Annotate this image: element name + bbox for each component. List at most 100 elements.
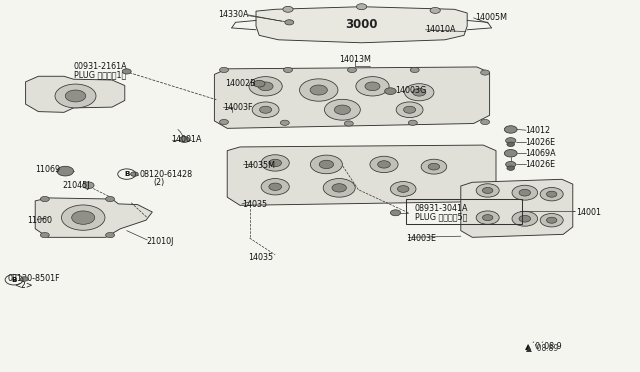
Circle shape [20,277,28,281]
Text: 08120-8501F: 08120-8501F [8,274,60,283]
Circle shape [430,7,440,13]
Text: 14003E: 14003E [406,234,436,243]
Text: ▲ ’08.89: ▲ ’08.89 [526,343,558,352]
Circle shape [356,4,367,10]
Text: 14001: 14001 [576,208,601,217]
Circle shape [220,119,228,125]
Text: 14012: 14012 [525,126,550,135]
Circle shape [324,99,360,120]
Circle shape [397,186,409,192]
Circle shape [365,82,380,91]
Circle shape [106,196,115,202]
Text: 21010J: 21010J [146,237,173,246]
Circle shape [385,88,396,94]
Circle shape [106,232,115,238]
Circle shape [512,185,538,200]
Circle shape [65,90,86,102]
Circle shape [348,67,356,73]
Text: 14035M: 14035M [243,161,275,170]
Circle shape [507,142,515,147]
Text: 14003G: 14003G [396,86,427,94]
Circle shape [540,214,563,227]
Polygon shape [461,179,573,237]
Circle shape [396,102,423,118]
Circle shape [404,106,415,113]
Circle shape [540,187,563,201]
Text: 14035: 14035 [248,253,273,262]
Text: 14013M: 14013M [339,55,371,64]
Text: <2>: <2> [14,281,33,290]
Circle shape [284,67,292,73]
Text: 14003F: 14003F [223,103,252,112]
Circle shape [310,155,342,174]
Circle shape [220,67,228,73]
Text: 14026E: 14026E [525,160,555,169]
Text: B: B [124,171,129,177]
Circle shape [476,184,499,197]
Text: 14005M: 14005M [475,13,507,22]
Circle shape [356,77,389,96]
Circle shape [504,126,517,133]
Circle shape [481,119,490,125]
Circle shape [40,232,49,238]
Circle shape [506,161,516,167]
Circle shape [404,84,434,101]
Circle shape [252,102,279,118]
Circle shape [179,137,189,142]
Circle shape [269,183,282,190]
Text: (2): (2) [154,178,165,187]
Circle shape [481,70,490,75]
Circle shape [61,205,105,230]
Circle shape [504,150,517,157]
Circle shape [300,79,338,101]
Polygon shape [214,67,490,128]
Text: 14330A: 14330A [218,10,248,19]
Polygon shape [26,76,125,112]
Text: 14002B: 14002B [225,79,256,88]
Circle shape [319,160,333,169]
Circle shape [323,179,355,197]
Text: PLUG プラグ（1）: PLUG プラグ（1） [74,70,126,79]
Text: 21045J: 21045J [63,181,90,190]
Circle shape [332,184,346,192]
Circle shape [40,196,49,202]
Text: 3000: 3000 [346,19,378,31]
Circle shape [285,20,294,25]
Circle shape [413,89,426,96]
Circle shape [249,77,282,96]
Polygon shape [227,145,496,205]
Text: 11060: 11060 [27,216,52,225]
Circle shape [261,179,289,195]
Polygon shape [256,7,467,43]
Text: 14001A: 14001A [172,135,202,144]
Text: B: B [12,277,17,283]
Circle shape [421,159,447,174]
Text: 11069: 11069 [35,165,60,174]
Circle shape [483,187,493,193]
Text: PLUG プラグ（5）: PLUG プラグ（5） [415,212,467,221]
Circle shape [253,80,265,87]
Circle shape [261,155,289,171]
Circle shape [547,191,557,197]
Circle shape [280,120,289,125]
Circle shape [547,217,557,223]
Circle shape [122,69,131,74]
Circle shape [72,211,95,224]
Text: 08931-3041A: 08931-3041A [415,204,468,213]
Text: 14069A: 14069A [525,149,556,158]
Circle shape [258,82,273,91]
Circle shape [483,215,493,221]
Circle shape [344,121,353,126]
Circle shape [83,182,94,189]
Circle shape [310,85,328,95]
Text: 08120-61428: 08120-61428 [140,170,193,179]
Circle shape [283,6,293,12]
Circle shape [370,156,398,173]
Polygon shape [35,198,152,237]
Circle shape [507,166,515,170]
Text: 00931-2161A: 00931-2161A [74,62,127,71]
Circle shape [428,163,440,170]
Circle shape [378,161,390,168]
Circle shape [512,211,538,226]
Circle shape [519,215,531,222]
